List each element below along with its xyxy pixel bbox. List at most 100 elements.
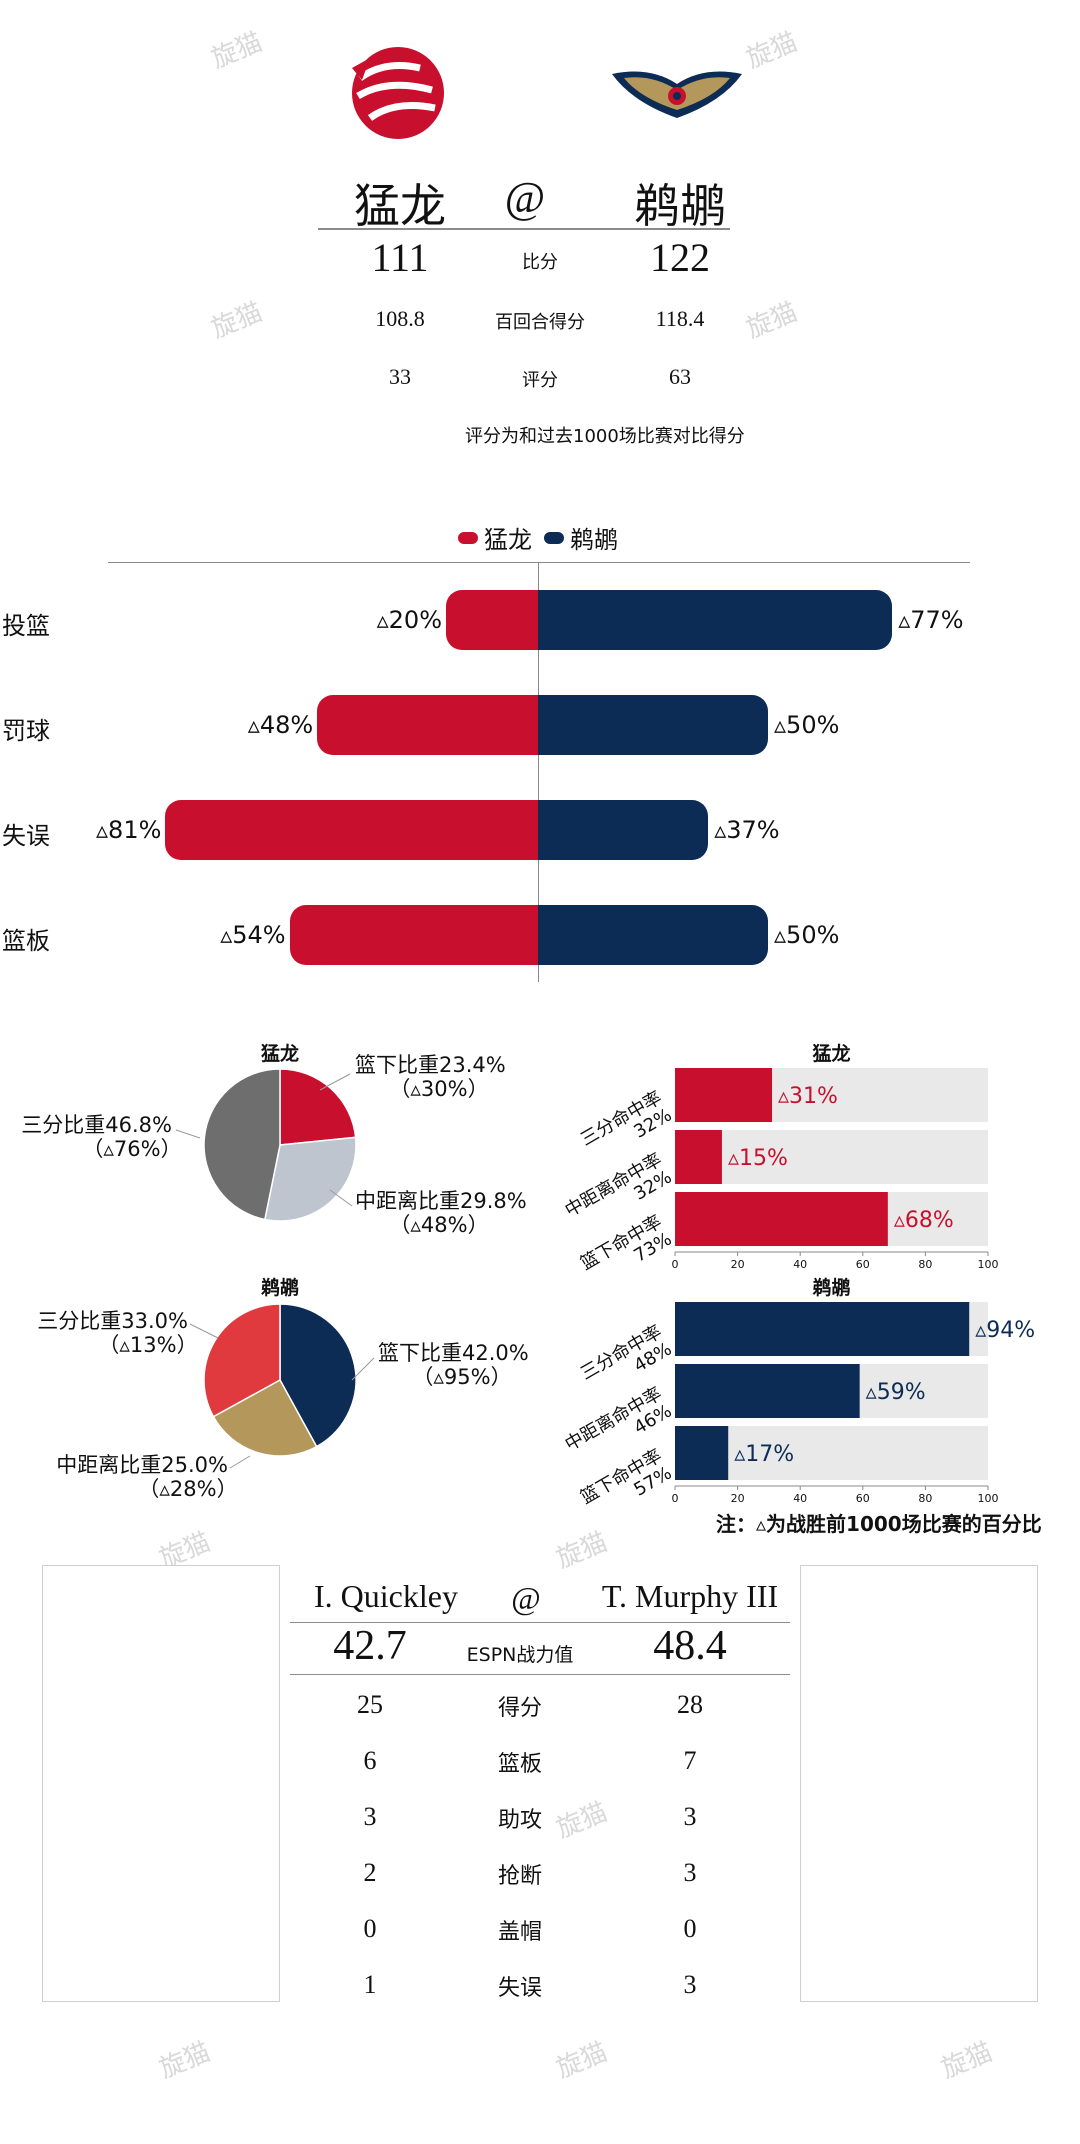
away-per100: 108.8 — [375, 306, 425, 331]
raptors-bar — [317, 695, 538, 755]
watermark-text: 旋猫 — [742, 27, 802, 75]
diverging-category-label: 投篮 — [2, 612, 50, 640]
player-home-stat: 3 — [683, 1858, 697, 1887]
player-stat-label: 盖帽 — [497, 1920, 542, 1945]
pelicans-logo — [610, 62, 744, 124]
pie-title: 猛龙 — [260, 1042, 299, 1065]
hbar-x-tick-label: 40 — [793, 1258, 807, 1271]
pie-leader-line — [319, 1073, 351, 1091]
hbar-title: 猛龙 — [811, 1042, 850, 1065]
hbar-x-tick-label: 40 — [793, 1492, 807, 1505]
hbar-bar — [675, 1192, 888, 1246]
pie-slice — [279, 1303, 357, 1448]
player-away-stat: 1 — [363, 1970, 377, 1999]
legend-swatch-pelicans — [544, 531, 564, 544]
diverging-category-label: 罚球 — [2, 717, 50, 745]
pie-slice — [279, 1068, 357, 1146]
legend-label-pelicans: 鹈鹕 — [570, 526, 618, 554]
hbar-title: 鹈鹕 — [811, 1276, 850, 1299]
pie-slice-sublabel: （▵30%） — [389, 1077, 488, 1101]
pie-leader-line — [329, 1189, 353, 1207]
home-score: 122 — [650, 235, 710, 280]
pie-slice-label: 三分比重33.0% — [37, 1309, 188, 1333]
pie-slice-sublabel: （▵13%） — [98, 1333, 197, 1357]
footnote: 注：▵为战胜前1000场比赛的百分比 — [716, 1512, 1042, 1536]
player-at-symbol: @ — [511, 1580, 541, 1616]
pie-slice-label: 中距离比重29.8% — [355, 1189, 527, 1213]
hbar-bar — [675, 1068, 773, 1122]
player-away-stat: 3 — [363, 1802, 377, 1831]
raptors-logo — [340, 38, 450, 148]
pie-slice-sublabel: （▵48%） — [389, 1213, 488, 1237]
player-stat-label: 抢断 — [497, 1864, 542, 1889]
header-divider — [318, 228, 730, 230]
raptors-bar-label: ▵81% — [96, 816, 162, 844]
player-home-stat: 3 — [683, 1970, 697, 1999]
hbar-x-tick-label: 0 — [672, 1492, 679, 1505]
player-away-stat: 25 — [357, 1690, 383, 1719]
espn-rating-label: ESPN战力值 — [466, 1644, 574, 1666]
home-espn-rating: 48.4 — [653, 1623, 727, 1669]
per100-label: 百回合得分 — [495, 312, 585, 333]
hbar-x-tick-label: 20 — [731, 1258, 745, 1271]
home-per100: 118.4 — [655, 306, 705, 331]
pie-slice-sublabel: （▵76%） — [82, 1137, 181, 1161]
pie-slice — [203, 1068, 281, 1221]
diverging-category-label: 篮板 — [2, 927, 50, 955]
player-stat-label: 助攻 — [497, 1808, 542, 1833]
hbar-value-label: ▵31% — [778, 1084, 838, 1109]
player-home-stat: 0 — [683, 1914, 697, 1943]
watermark-text: 旋猫 — [937, 2037, 997, 2085]
watermark-text: 旋猫 — [155, 2037, 215, 2085]
at-symbol: @ — [504, 173, 546, 222]
hbar-x-tick-label: 60 — [856, 1492, 870, 1505]
raptors-bar-label: ▵54% — [220, 921, 286, 949]
watermark-text: 旋猫 — [207, 297, 267, 345]
away-espn-rating: 42.7 — [333, 1623, 407, 1669]
hbar-x-tick-label: 100 — [978, 1492, 999, 1505]
raptors-bar — [289, 905, 538, 965]
rating-label: 评分 — [522, 370, 558, 391]
rating-note: 评分为和过去1000场比赛对比得分 — [465, 426, 745, 447]
diverging-legend: 猛龙 鹈鹕 — [458, 520, 618, 555]
hbar-x-tick-label: 80 — [918, 1492, 932, 1505]
player-divider-bottom — [290, 1674, 790, 1675]
player-away-stat: 6 — [363, 1746, 377, 1775]
hbar-x-tick-label: 0 — [672, 1258, 679, 1271]
pie-slice-label: 篮下比重23.4% — [355, 1053, 506, 1077]
home-player-name: T. Murphy III — [601, 1578, 779, 1614]
player-away-stat: 2 — [363, 1858, 377, 1887]
hbar-x-tick-label: 60 — [856, 1258, 870, 1271]
hbar-value-label: ▵15% — [728, 1146, 788, 1171]
pie-leader-line — [175, 1129, 201, 1139]
player-stat-label: 篮板 — [497, 1752, 542, 1777]
player-home-stat: 7 — [683, 1746, 697, 1775]
hbar-bar — [675, 1364, 860, 1418]
pie-slice-sublabel: （▵95%） — [412, 1365, 511, 1389]
pelicans-bar — [538, 800, 709, 860]
pie-charts: 猛龙 篮下比重23.4%（▵30%） 中距离比重29.8%（▵48%） 三分比重46.… — [21, 1042, 528, 1501]
player-home-stat: 3 — [683, 1802, 697, 1831]
pelicans-bar — [538, 905, 768, 965]
player-away-stat: 0 — [363, 1914, 377, 1943]
home-team-name: 鹈鹕 — [634, 181, 726, 232]
pie-leader-line — [229, 1455, 251, 1469]
raptors-bar-label: ▵48% — [247, 711, 314, 739]
watermark-text: 旋猫 — [207, 27, 267, 75]
pelicans-bar — [538, 695, 768, 755]
raptors-bar-label: ▵20% — [376, 606, 442, 634]
away-player-photo — [42, 1565, 280, 2002]
hbar-value-label: ▵17% — [734, 1442, 794, 1467]
pelicans-bar-label: ▵77% — [898, 606, 964, 634]
pelicans-logo-icon — [612, 71, 742, 118]
pelicans-bar — [538, 590, 893, 650]
watermark-text: 旋猫 — [552, 1527, 612, 1575]
home-player-photo — [800, 1565, 1038, 2002]
away-score: 111 — [371, 235, 429, 280]
hbar-x-tick-label: 80 — [918, 1258, 932, 1271]
pie-slice-label: 中距离比重25.0% — [56, 1453, 228, 1477]
hbar-value-label: ▵59% — [866, 1380, 926, 1405]
